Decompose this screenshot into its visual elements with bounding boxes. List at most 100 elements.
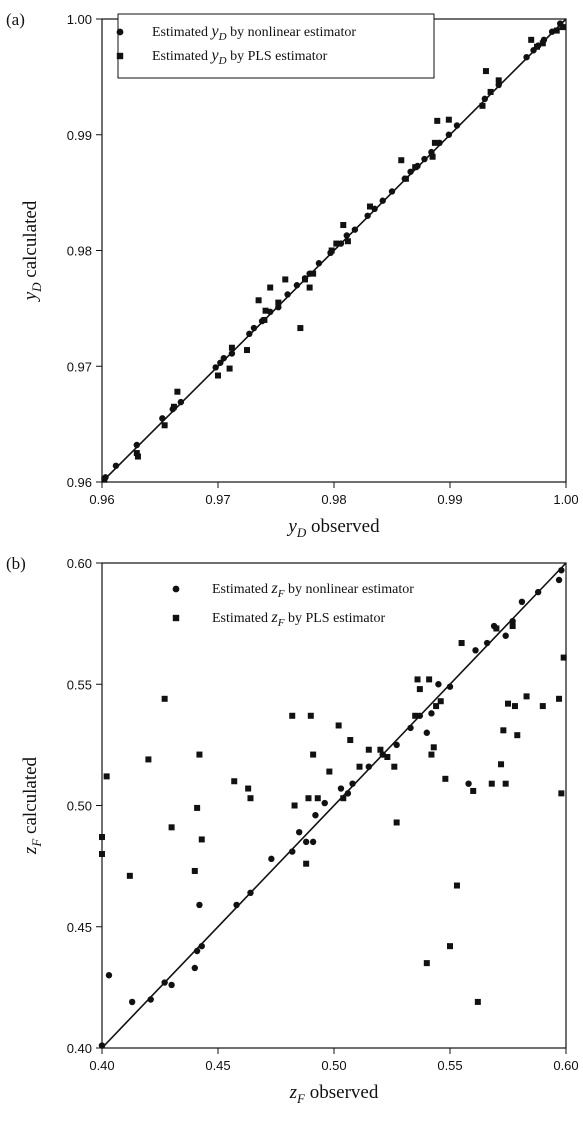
data-point xyxy=(435,681,442,688)
data-point xyxy=(426,676,433,683)
y-tick-label: 1.00 xyxy=(67,12,92,27)
data-point xyxy=(134,453,141,460)
data-point xyxy=(328,247,335,254)
data-point xyxy=(196,751,203,758)
data-point xyxy=(379,197,386,204)
data-point xyxy=(447,943,453,950)
data-point xyxy=(161,422,168,429)
data-point xyxy=(220,354,227,362)
data-point xyxy=(133,441,140,449)
data-point xyxy=(414,676,421,683)
data-point xyxy=(349,780,356,787)
y-axis-title: yD calculated xyxy=(20,200,44,302)
x-tick-label: 0.60 xyxy=(553,1058,578,1073)
data-point xyxy=(159,415,166,422)
data-point xyxy=(105,972,113,979)
data-point xyxy=(483,639,491,647)
data-point xyxy=(528,36,535,43)
data-point xyxy=(250,324,258,332)
data-point xyxy=(337,785,345,792)
data-point xyxy=(523,53,530,61)
legend-entry: Estimated zF by PLS estimator xyxy=(212,609,386,629)
panel-label: (b) xyxy=(6,554,26,573)
data-point xyxy=(356,763,363,770)
data-point xyxy=(371,205,378,213)
data-point xyxy=(534,588,542,596)
data-point xyxy=(98,1042,106,1049)
data-point xyxy=(428,148,435,156)
data-point xyxy=(226,365,233,372)
data-point xyxy=(502,632,509,639)
data-point xyxy=(539,40,546,47)
data-point xyxy=(196,901,203,909)
data-point xyxy=(453,122,461,129)
x-tick-label: 0.98 xyxy=(321,492,346,507)
data-point xyxy=(472,647,479,654)
data-point xyxy=(228,344,235,351)
data-point xyxy=(126,872,133,879)
chart-panel-b: (b) 0.40 0.45 0.50 0.55 0.60 0.40 0.45 0.50 0.55 0… xyxy=(6,554,579,1106)
y-tick-label: 0.50 xyxy=(67,799,92,814)
data-point xyxy=(245,785,252,792)
data-point xyxy=(428,710,435,717)
data-point xyxy=(402,175,409,182)
data-point xyxy=(445,116,452,123)
data-point xyxy=(267,308,274,316)
data-point xyxy=(377,746,384,753)
data-point xyxy=(307,712,314,719)
data-point xyxy=(407,168,414,175)
data-point xyxy=(275,304,282,311)
data-point xyxy=(314,795,321,802)
data-point xyxy=(268,855,275,863)
data-point xyxy=(101,476,108,483)
data-point xyxy=(428,751,435,758)
data-point xyxy=(198,942,205,950)
data-point xyxy=(398,157,405,164)
data-point xyxy=(465,780,472,787)
data-point xyxy=(423,960,430,967)
data-point xyxy=(487,88,494,95)
data-point xyxy=(558,567,565,574)
data-point xyxy=(289,848,296,855)
data-point xyxy=(191,964,198,972)
data-point xyxy=(255,297,262,304)
data-point xyxy=(99,834,105,841)
data-point xyxy=(431,139,438,146)
reference-line xyxy=(101,562,567,1049)
data-point xyxy=(147,996,154,1003)
data-point xyxy=(458,640,465,647)
data-point xyxy=(326,768,333,775)
data-point xyxy=(365,746,372,753)
x-tick-label: 0.50 xyxy=(321,1058,346,1073)
data-point xyxy=(333,240,340,247)
data-point xyxy=(275,299,282,306)
series-pls xyxy=(99,623,567,1005)
data-point xyxy=(366,203,373,210)
data-point xyxy=(231,778,238,785)
data-point xyxy=(384,754,391,760)
data-point xyxy=(445,131,453,138)
data-point xyxy=(335,722,342,729)
data-point xyxy=(246,330,253,338)
data-point xyxy=(393,819,400,826)
data-point xyxy=(509,618,516,625)
data-point xyxy=(388,188,396,195)
data-point xyxy=(284,291,291,298)
data-point xyxy=(337,240,345,247)
series-pls xyxy=(101,24,566,483)
data-point xyxy=(539,703,546,710)
data-point xyxy=(416,686,423,693)
data-point xyxy=(482,68,489,75)
data-point xyxy=(174,388,181,395)
data-point xyxy=(293,282,301,289)
data-point xyxy=(488,780,495,787)
data-point xyxy=(198,836,205,843)
x-tick-label: 0.96 xyxy=(89,492,114,507)
data-point xyxy=(343,232,350,239)
data-point xyxy=(168,824,175,831)
series-nonlinear xyxy=(98,567,565,1049)
data-point xyxy=(498,761,505,768)
x-axis-title: yD observed xyxy=(286,516,380,540)
data-point xyxy=(193,947,201,955)
